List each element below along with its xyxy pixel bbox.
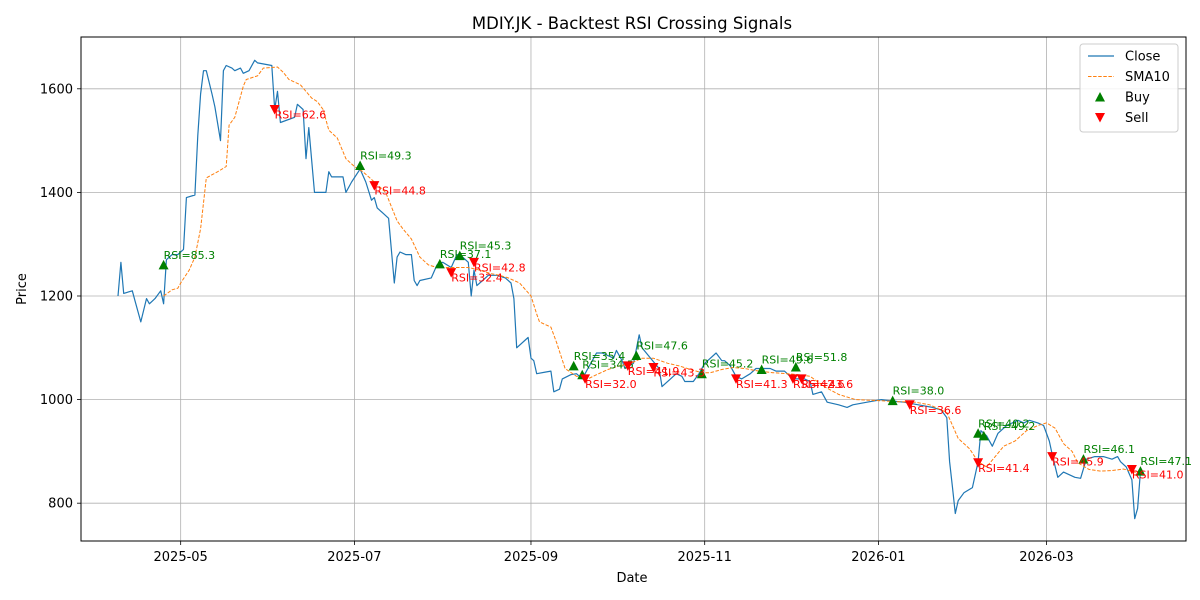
sell-signal-marker: [904, 400, 915, 410]
buy-signal-label: RSI=85.3: [164, 249, 216, 262]
sell-signal-marker: [580, 374, 591, 384]
sell-signal-label: RSI=41.0: [1132, 469, 1184, 482]
buy-signal-label: RSI=40.2: [978, 417, 1030, 430]
x-tick-label: 2025-07: [327, 550, 381, 565]
buy-signal-label: RSI=49.2: [984, 420, 1036, 433]
sell-signal-marker: [787, 374, 798, 384]
sell-signal-label: RSI=44.8: [374, 185, 426, 198]
buy-signal-label: RSI=45.3: [460, 240, 512, 253]
buy-signal-label: RSI=47.1: [1140, 455, 1192, 468]
buy-signal-label: RSI=49.6: [762, 354, 814, 367]
plot-frame: [80, 36, 1187, 542]
legend-box: [1079, 43, 1179, 133]
x-tick-label: 2025-05: [154, 550, 208, 565]
sell-signal-marker: [446, 268, 457, 278]
legend-sell-swatch: [1095, 113, 1105, 123]
x-tick-label: 2025-11: [678, 550, 732, 565]
legend-label: Sell: [1125, 111, 1148, 126]
buy-signal-label: RSI=45.2: [702, 358, 754, 371]
legend-buy-swatch: [1095, 92, 1105, 102]
y-tick-label: 800: [48, 497, 73, 512]
buy-signal-marker: [973, 428, 984, 438]
buy-signal-marker: [756, 364, 767, 375]
buy-signal-label: RSI=38.0: [893, 385, 945, 398]
buy-signal-label: RSI=34.5: [582, 359, 634, 372]
buy-signal-marker: [454, 250, 465, 261]
sma10-line: [163, 66, 1141, 474]
sell-signal-label: RSI=32.4: [451, 272, 503, 285]
y-tick-label: 1200: [40, 289, 73, 304]
sell-signal-label: RSI=43.6: [802, 378, 854, 391]
sell-signal-label: RSI=62.6: [275, 109, 327, 122]
sell-signal-marker: [648, 362, 659, 373]
chart-title: MDIY.JK - Backtest RSI Crossing Signals: [472, 14, 792, 33]
x-tick-label: 2026-01: [851, 550, 905, 565]
sell-signal-label: RSI=45.9: [1052, 456, 1104, 469]
y-tick-label: 1600: [40, 82, 73, 97]
x-axis-label: Date: [616, 571, 647, 586]
sell-signal-marker: [269, 105, 280, 115]
axis-ticks: 2025-05 2025-07 2025-09 2025-11 2026-01 2026-…: [40, 82, 1074, 565]
buy-signal-marker: [887, 395, 898, 406]
sell-signal-label: RSI=43.3: [653, 366, 705, 379]
sell-signal-label: RSI=42.6: [793, 378, 845, 391]
buy-signal-marker: [1078, 454, 1089, 464]
buy-signal-marker: [978, 430, 989, 441]
buy-signal-marker: [158, 259, 169, 270]
legend-label: Close: [1125, 50, 1160, 65]
buy-signal-marker: [696, 368, 707, 379]
buy-signal-marker: [568, 360, 579, 371]
sell-signal-marker: [622, 361, 633, 371]
y-axis-label: Price: [15, 273, 30, 305]
x-tick-label: 2025-09: [504, 550, 558, 565]
sell-signal-label: RSI=41.3: [736, 378, 788, 391]
buy-signal-label: RSI=49.3: [360, 149, 412, 162]
sell-signal-marker: [469, 257, 480, 268]
buy-signal-marker: [1135, 466, 1146, 476]
legend: Close SMA10 Buy Sell: [1079, 43, 1179, 133]
grid-lines: [81, 37, 1186, 541]
legend-label: Buy: [1125, 91, 1150, 106]
buy-signal-marker: [434, 258, 445, 269]
buy-signal-marker: [355, 160, 366, 170]
sell-signal-marker: [973, 458, 984, 468]
legend-label: SMA10: [1125, 70, 1170, 85]
y-tick-label: 1400: [40, 186, 73, 201]
sell-signal-marker: [796, 374, 807, 384]
sell-signal-label: RSI=41.4: [978, 462, 1030, 475]
buy-signal-label: RSI=47.6: [636, 340, 688, 353]
x-tick-label: 2026-03: [1019, 550, 1073, 565]
sell-signal-marker: [1047, 452, 1058, 462]
buy-signal-label: RSI=46.1: [1083, 443, 1135, 456]
sell-signal-label: RSI=32.0: [585, 378, 637, 391]
sell-signal-marker: [731, 374, 742, 384]
buy-signal-label: RSI=51.8: [796, 351, 848, 364]
sell-signal-marker: [369, 181, 380, 191]
sell-signal-marker: [1126, 465, 1137, 475]
sell-signal-label: RSI=42.8: [474, 261, 526, 274]
buy-signal-label: RSI=35.4: [574, 350, 626, 363]
buy-signal-label: RSI=37.1: [440, 248, 492, 261]
buy-signal-marker: [631, 350, 642, 361]
close-price-line: [117, 59, 1141, 520]
sell-signal-label: RSI=36.6: [910, 404, 962, 417]
buy-signal-marker: [790, 361, 801, 372]
y-tick-label: 1000: [40, 393, 73, 408]
